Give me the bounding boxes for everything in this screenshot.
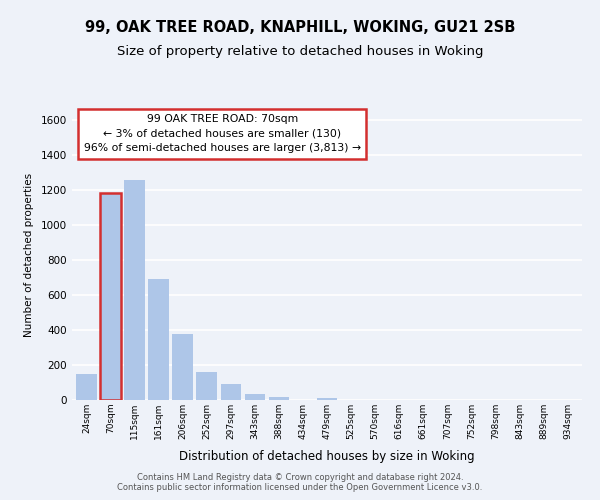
Bar [124,180,145,400]
Bar [148,280,169,400]
Y-axis label: Number of detached properties: Number of detached properties [24,173,34,337]
Bar [196,372,217,400]
Bar [269,396,289,400]
Text: Size of property relative to detached houses in Woking: Size of property relative to detached ho… [117,45,483,58]
Text: Contains HM Land Registry data © Crown copyright and database right 2024.: Contains HM Land Registry data © Crown c… [137,474,463,482]
Bar [245,394,265,400]
X-axis label: Distribution of detached houses by size in Woking: Distribution of detached houses by size … [179,450,475,464]
Bar [100,193,121,400]
Bar [76,374,97,400]
Bar [317,398,337,400]
Bar [172,334,193,400]
Bar [100,193,121,400]
Text: 99, OAK TREE ROAD, KNAPHILL, WOKING, GU21 2SB: 99, OAK TREE ROAD, KNAPHILL, WOKING, GU2… [85,20,515,35]
Text: 99 OAK TREE ROAD: 70sqm
← 3% of detached houses are smaller (130)
96% of semi-de: 99 OAK TREE ROAD: 70sqm ← 3% of detached… [84,114,361,153]
Text: Contains public sector information licensed under the Open Government Licence v3: Contains public sector information licen… [118,484,482,492]
Bar [221,384,241,400]
